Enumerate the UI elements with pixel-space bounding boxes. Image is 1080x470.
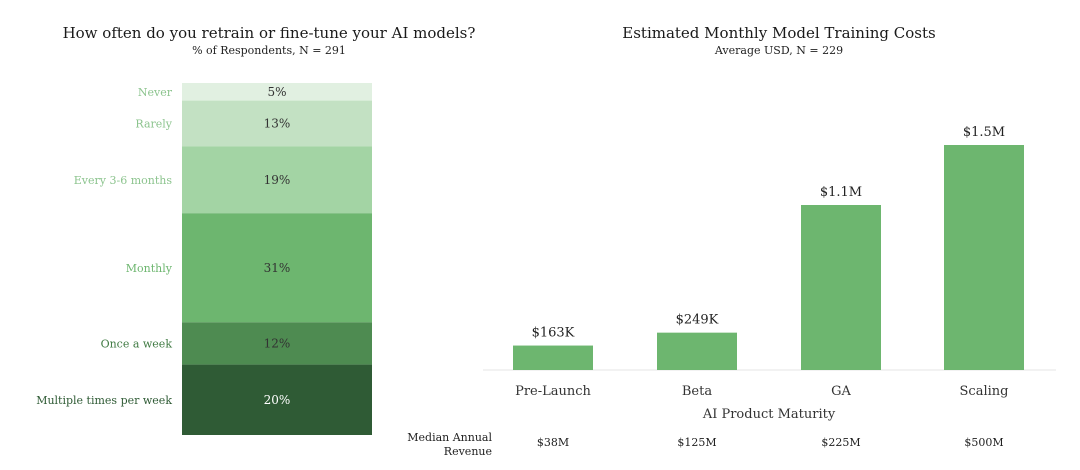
cost-bar xyxy=(513,345,593,370)
category-tick-label: GA xyxy=(831,384,851,399)
cost-bar xyxy=(801,205,881,370)
cost-value-label: $249K xyxy=(676,313,719,328)
stack-value-label: 12% xyxy=(264,336,291,350)
stack-value-label: 19% xyxy=(264,173,291,187)
x-axis-title: AI Product Maturity xyxy=(702,407,836,422)
stack-category-label: Never xyxy=(138,86,173,99)
stack-category-label: Once a week xyxy=(101,337,173,350)
retrain-chart-title: How often do you retrain or fine-tune yo… xyxy=(62,24,476,42)
category-tick-label: Pre-Launch xyxy=(515,384,591,399)
category-tick-label: Beta xyxy=(682,384,712,399)
retrain-frequency-panel: How often do you retrain or fine-tune yo… xyxy=(0,0,520,470)
revenue-row-label-line: Median Annual xyxy=(407,431,492,444)
revenue-value-label: $225M xyxy=(821,436,860,449)
cost-bar xyxy=(657,332,737,370)
revenue-row-label: Median Annual Revenue xyxy=(407,431,492,458)
revenue-value-label: $500M xyxy=(964,436,1003,449)
stack-value-label: 31% xyxy=(264,261,291,275)
stack-category-label: Every 3-6 months xyxy=(74,174,173,187)
stack-value-label: 5% xyxy=(267,85,286,99)
cost-value-label: $163K xyxy=(532,326,575,341)
stack-segment xyxy=(182,322,372,365)
cost-bar xyxy=(944,145,1024,370)
cost-chart-title: Estimated Monthly Model Training Costs xyxy=(622,24,936,42)
revenue-value-label: $125M xyxy=(677,436,716,449)
retrain-chart-subtitle: % of Respondents, N = 291 xyxy=(192,44,346,57)
stack-category-label: Multiple times per week xyxy=(36,394,172,407)
retrain-stacked-bar-chart: 5% Never 13% Rarely 19% Every 3-6 months 31% Mo… xyxy=(36,83,372,435)
revenue-row-label-line: Revenue xyxy=(444,445,492,458)
stack-value-label: 20% xyxy=(264,393,291,407)
cost-value-label: $1.5M xyxy=(963,125,1005,140)
stack-segment xyxy=(182,83,372,101)
category-tick-label: Scaling xyxy=(960,384,1009,399)
cost-value-label: $1.1M xyxy=(820,185,862,200)
stack-segment xyxy=(182,100,372,147)
stack-category-label: Monthly xyxy=(126,262,173,275)
training-cost-panel: Estimated Monthly Model Training Costs A… xyxy=(400,0,1080,470)
stack-value-label: 13% xyxy=(264,116,291,130)
stack-segment xyxy=(182,213,372,323)
cost-bar-chart: $163K Pre-Launch $38M $249K Beta $125M $1.1M GA… xyxy=(407,125,1056,458)
cost-chart-subtitle: Average USD, N = 229 xyxy=(714,44,844,57)
stack-category-label: Rarely xyxy=(135,117,172,130)
revenue-value-label: $38M xyxy=(537,436,569,449)
stack-segment xyxy=(182,364,372,435)
stack-segment xyxy=(182,146,372,214)
